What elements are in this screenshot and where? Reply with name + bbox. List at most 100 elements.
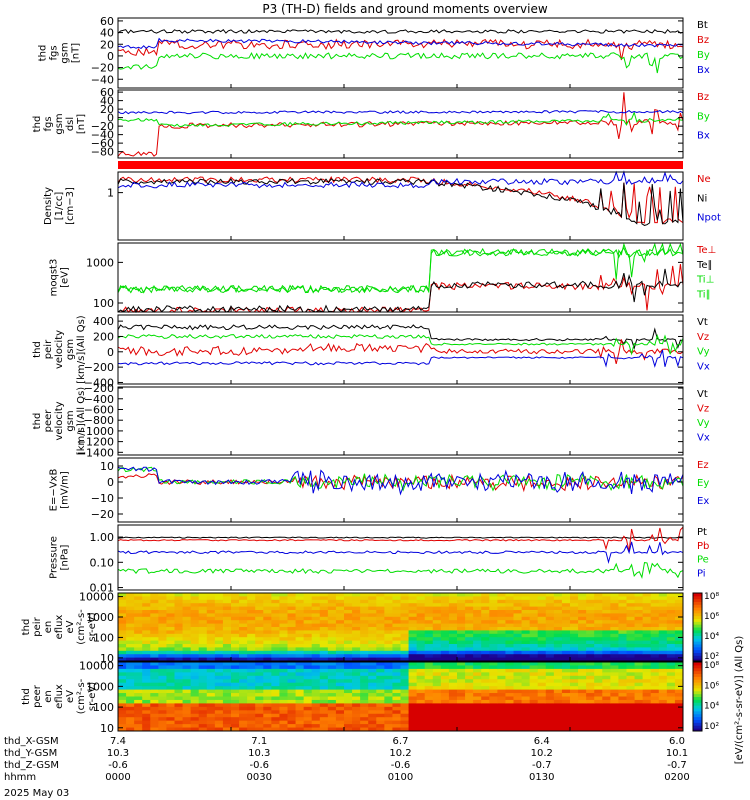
spectrogram-cell xyxy=(497,650,506,655)
spectrogram-cell xyxy=(166,623,175,628)
spectrogram-cell xyxy=(118,596,127,601)
spectrogram-cell xyxy=(174,623,184,628)
spectrogram-cell xyxy=(134,616,143,621)
spectrogram-cell xyxy=(271,665,280,670)
spectrogram-cell xyxy=(457,610,466,614)
spectrogram-cell xyxy=(174,710,184,715)
y-tick-label: 60 xyxy=(100,15,114,28)
spectrogram-cell xyxy=(529,596,539,601)
spectrogram-cell xyxy=(537,630,547,635)
spectrogram-cell xyxy=(465,650,474,655)
spectrogram-cell xyxy=(457,668,466,673)
spectrogram-cell xyxy=(634,623,644,628)
spectrogram-cell xyxy=(642,616,652,621)
spectrogram-cell xyxy=(545,665,555,670)
spectrogram-cell xyxy=(134,672,143,677)
spectrogram-cell xyxy=(335,679,345,684)
spectrogram-cell xyxy=(368,682,377,687)
spectrogram-cell xyxy=(239,593,248,597)
spectrogram-cell xyxy=(279,717,288,722)
spectrogram-cell xyxy=(392,706,401,711)
spectrogram-cell xyxy=(400,644,410,648)
spectrogram-cell xyxy=(505,627,514,631)
spectrogram-cell xyxy=(618,693,627,697)
spectrogram-cell xyxy=(497,627,506,631)
spectrogram-cell xyxy=(214,596,224,601)
y-axis-label-line: thd xyxy=(21,688,32,705)
spectrogram-cell xyxy=(319,720,329,725)
spectrogram-cell xyxy=(416,710,426,715)
spectrogram-cell xyxy=(416,657,426,662)
spectrogram-cell xyxy=(190,689,200,694)
spectrogram-cell xyxy=(481,686,490,691)
spectrogram-cell xyxy=(335,727,345,732)
colorbar-cell xyxy=(693,649,702,653)
spectrogram-cell xyxy=(392,650,401,655)
spectrogram-cell xyxy=(190,668,200,673)
spectrogram-cell xyxy=(626,693,636,697)
spectrogram-cell xyxy=(279,665,288,670)
spectrogram-cell xyxy=(537,696,547,701)
spectrogram-cell xyxy=(206,623,216,628)
spectrogram-cell xyxy=(368,616,377,621)
spectrogram-cell xyxy=(650,672,660,677)
spectrogram-cell xyxy=(311,630,321,635)
spectrogram-cell xyxy=(618,679,627,684)
spectrogram-cell xyxy=(263,713,272,718)
spectrogram-cell xyxy=(239,717,248,722)
spectrogram-cell xyxy=(465,679,474,684)
spectrogram-cell xyxy=(545,720,555,725)
spectrogram-cell xyxy=(327,650,337,655)
spectrogram-cell xyxy=(158,603,167,608)
spectrogram-cell xyxy=(642,713,652,718)
spectrogram-cell xyxy=(457,654,466,659)
spectrogram-cell xyxy=(384,672,393,677)
spectrogram-cell xyxy=(440,689,450,694)
spectrogram-cell xyxy=(465,693,474,697)
spectrogram-cell xyxy=(360,599,369,604)
spectrogram-cell xyxy=(586,727,595,732)
spectrogram-cell xyxy=(457,620,466,625)
spectrogram-cell xyxy=(634,616,644,621)
spectrogram-cell xyxy=(537,682,547,687)
spectrogram-cell xyxy=(142,693,151,697)
spectrogram-cell xyxy=(473,710,482,715)
spectrogram-cell xyxy=(118,724,127,729)
spectrogram-cell xyxy=(376,703,385,708)
spectrogram-cell xyxy=(481,662,490,666)
spectrogram-cell xyxy=(529,724,539,729)
spectrogram-cell xyxy=(416,640,426,645)
spectrogram-cell xyxy=(126,703,135,708)
spectrogram-cell xyxy=(529,699,539,704)
spectrogram-cell xyxy=(666,627,676,631)
spectrogram-cell xyxy=(311,703,321,708)
spectrogram-cell xyxy=(513,610,523,614)
spectrogram-cell xyxy=(457,693,466,697)
spectrogram-cell xyxy=(658,637,668,642)
spectrogram-cell xyxy=(344,689,353,694)
spectrogram-cell xyxy=(521,689,531,694)
spectrogram-cell xyxy=(206,603,216,608)
spectrogram-cell xyxy=(255,610,264,614)
spectrogram-cell xyxy=(553,606,563,611)
spectrogram-cell xyxy=(650,710,660,715)
spectrogram-cell xyxy=(287,593,297,597)
spectrogram-cell xyxy=(158,699,167,704)
spectrogram-cell xyxy=(376,727,385,732)
spectrogram-cell xyxy=(360,672,369,677)
spectrogram-cell xyxy=(634,689,644,694)
spectrogram-cell xyxy=(610,679,619,684)
spectrogram-cell xyxy=(376,603,385,608)
spectrogram-cell xyxy=(255,665,264,670)
spectrogram-cell xyxy=(432,724,442,729)
spectrogram-cell xyxy=(352,606,361,611)
spectrogram-cell xyxy=(497,644,506,648)
spectrogram-cell xyxy=(610,713,619,718)
spectrogram-cell xyxy=(618,603,627,608)
spectrogram-cell xyxy=(440,647,450,652)
y-tick-label: −1000 xyxy=(77,425,114,438)
spectrogram-cell xyxy=(553,668,563,673)
y-tick-label: 0 xyxy=(107,50,114,63)
colorbar-cell xyxy=(693,664,702,669)
